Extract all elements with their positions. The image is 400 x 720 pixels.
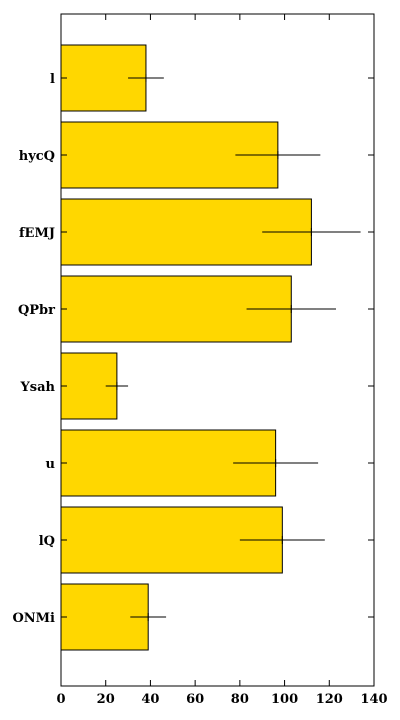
plot-frame — [60, 13, 375, 687]
labels-layer: l hycQ fEMJ QPbr Ysah u lQ ONMi 0 20 40 60 80 100 120 1… — [12, 72, 387, 707]
xtick-label-120: 120 — [316, 692, 343, 707]
xtick-label-40: 40 — [141, 692, 159, 707]
category-label-u: u — [46, 457, 55, 472]
xtick-label-100: 100 — [271, 692, 298, 707]
category-label-hycQ: hycQ — [19, 149, 55, 164]
xtick-label-80: 80 — [231, 692, 249, 707]
xtick-label-140: 140 — [360, 692, 387, 707]
category-label-fEMJ: fEMJ — [19, 226, 55, 241]
category-label-Ysah: Ysah — [20, 380, 56, 395]
errorbars-layer — [105, 74, 361, 621]
category-label-QPbr: QPbr — [18, 303, 55, 318]
category-label-l: l — [50, 72, 55, 87]
xtick-label-20: 20 — [97, 692, 115, 707]
xtick-label-60: 60 — [186, 692, 204, 707]
category-label-lQ: lQ — [39, 534, 55, 549]
ticks-layer — [60, 14, 375, 686]
bars-layer — [60, 44, 312, 651]
category-label-ONMi: ONMi — [12, 611, 55, 626]
xtick-label-0: 0 — [56, 692, 65, 707]
